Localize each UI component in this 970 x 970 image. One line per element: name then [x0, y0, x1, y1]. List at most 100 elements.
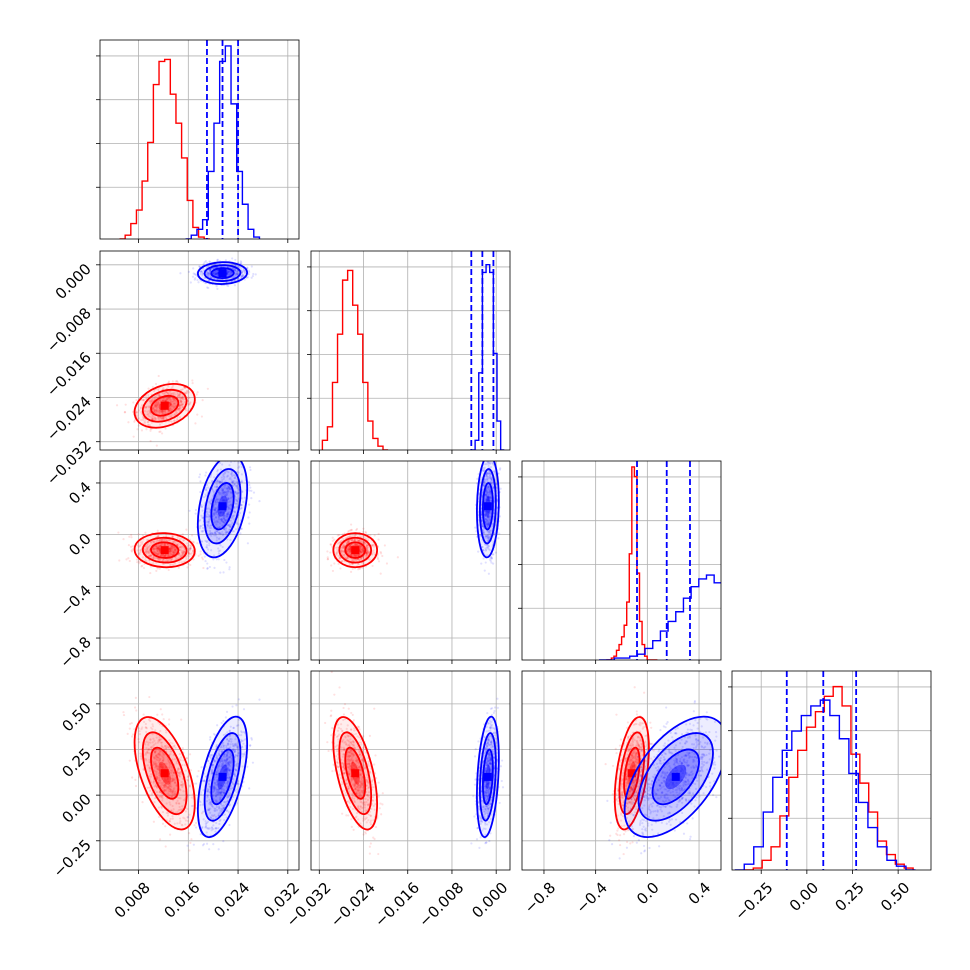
scatter-point	[188, 753, 192, 756]
scatter-point	[146, 546, 149, 549]
panel-2-0: −0.8−0.40.00.4	[56, 460, 300, 672]
scatter-point	[161, 416, 164, 419]
scatter-point	[169, 550, 172, 553]
histogram-red	[321, 269, 389, 450]
scatter-point	[156, 401, 160, 404]
scatter-point	[165, 417, 168, 420]
scatter-point	[141, 399, 145, 402]
scatter-point	[169, 544, 172, 547]
scatter-point	[155, 569, 158, 572]
scatter-point	[485, 523, 488, 526]
scatter-point	[201, 272, 204, 275]
scatter-point	[171, 380, 174, 383]
scatter-point	[208, 274, 211, 278]
scatter-point	[363, 541, 366, 544]
scatter-point	[159, 708, 162, 711]
scatter-point	[163, 543, 166, 546]
scatter-point	[158, 539, 161, 542]
scatter-point	[197, 769, 200, 773]
scatter-point	[485, 494, 488, 497]
scatter-point	[217, 511, 221, 514]
scatter-point	[227, 498, 230, 501]
scatter-point	[484, 513, 487, 516]
scatter-point	[199, 270, 202, 273]
scatter-point	[169, 414, 172, 417]
scatter-point	[203, 261, 206, 264]
scatter-point	[242, 270, 245, 273]
scatter-point	[183, 397, 186, 401]
scatter-point	[205, 495, 208, 498]
scatter-point	[162, 409, 165, 412]
scatter-point	[168, 547, 172, 551]
scatter-point	[335, 553, 338, 556]
scatter-point	[240, 504, 243, 507]
scatter-point	[239, 532, 242, 535]
scatter-point	[366, 551, 369, 554]
scatter-point	[236, 272, 239, 275]
scatter-point	[165, 398, 168, 401]
scatter-point	[231, 481, 234, 484]
scatter-point	[161, 539, 164, 542]
scatter-point	[249, 486, 252, 489]
scatter-point	[221, 533, 225, 537]
scatter-point	[207, 513, 211, 517]
scatter-point	[187, 552, 191, 555]
scatter-point	[164, 554, 167, 558]
scatter-point	[215, 486, 218, 489]
scatter-point	[199, 518, 202, 522]
scatter-point	[141, 542, 144, 545]
scatter-point	[169, 552, 172, 555]
scatter-point	[348, 544, 351, 548]
scatter-point	[498, 532, 501, 535]
scatter-point	[178, 399, 182, 402]
scatter-point	[214, 272, 218, 275]
scatter-point	[383, 544, 386, 547]
scatter-point	[483, 468, 486, 471]
scatter-point	[155, 544, 158, 548]
scatter-point	[153, 550, 156, 553]
scatter-point	[151, 397, 154, 400]
scatter-point	[161, 411, 164, 414]
scatter-point	[216, 526, 219, 529]
scatter-point	[147, 393, 150, 397]
scatter-point	[365, 551, 368, 554]
scatter-point	[180, 400, 183, 404]
scatter-point	[218, 498, 221, 501]
scatter-point	[206, 271, 210, 274]
scatter-point	[217, 550, 220, 553]
scatter-point	[157, 547, 160, 550]
scatter-point	[205, 273, 209, 276]
scatter-point	[148, 550, 151, 553]
scatter-point	[158, 430, 161, 434]
y-tick-label: −0.4	[56, 581, 94, 619]
scatter-point	[336, 552, 339, 555]
scatter-point	[162, 399, 165, 402]
scatter-point	[183, 550, 186, 554]
scatter-point	[150, 398, 153, 401]
scatter-point	[487, 461, 490, 464]
scatter-point	[174, 398, 177, 401]
scatter-point	[243, 278, 246, 281]
scatter-point	[226, 512, 229, 515]
scatter-point	[234, 484, 238, 488]
scatter-point	[224, 526, 227, 529]
scatter-point	[228, 272, 232, 275]
scatter-point	[218, 491, 221, 494]
scatter-point	[483, 466, 486, 469]
scatter-point	[486, 554, 489, 557]
scatter-point	[135, 411, 138, 414]
scatter-point	[236, 522, 239, 526]
scatter-point	[338, 556, 341, 560]
scatter-point	[348, 549, 351, 553]
scatter-point	[147, 546, 150, 549]
scatter-point	[169, 403, 172, 407]
scatter-point	[485, 523, 488, 526]
scatter-point	[489, 496, 492, 499]
scatter-point	[163, 542, 166, 546]
scatter-point	[214, 530, 217, 533]
scatter-point	[221, 488, 225, 491]
scatter-point	[365, 548, 368, 551]
scatter-point	[217, 509, 220, 513]
scatter-point	[221, 511, 225, 514]
